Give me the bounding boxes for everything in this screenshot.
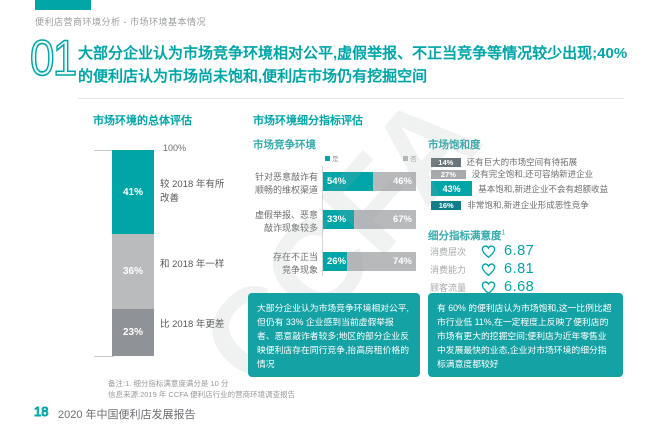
report-footer-title: 2020 年中国便利店发展报告 <box>58 409 196 421</box>
competition-axis-line <box>322 166 323 276</box>
satisfaction-score: 6.87 <box>504 243 535 259</box>
page-number: 18 <box>33 404 49 419</box>
competition-row-label: 存在不正当竞争现象 <box>272 252 318 276</box>
heart-icon <box>481 244 496 258</box>
legend-yes-label: 是 <box>332 156 339 163</box>
legend-no-label: 否 <box>410 156 417 163</box>
saturation-subtitle: 市场饱和度 <box>428 139 481 151</box>
competition-row-label: 虚假举报、恶意敲诈现象较多 <box>254 210 318 234</box>
bar-no: 67% <box>353 210 416 229</box>
segment-label-worse: 比 2018 年更差 <box>160 319 225 330</box>
satisfaction-score: 6.81 <box>504 261 535 277</box>
footnote-remark: 备注:1. 细分指标满意度满分是 10 分 <box>108 379 229 388</box>
page-title: 大部分企业认为市场竞争环境相对公平,虚假举报、不正当竞争等情况较少出现;40% … <box>78 45 628 86</box>
bar-yes: 26% <box>323 252 348 271</box>
bar-yes: 54% <box>323 172 374 191</box>
section-number: 01 <box>29 30 78 86</box>
satisfaction-title-text: 细分指标满意度 <box>428 230 502 242</box>
satisfaction-footnote-mark: 1 <box>501 229 506 237</box>
bar-segment-improved: 41% <box>112 150 154 235</box>
breadcrumb: 便利店营商环境分析 - 市场环境基本情况 <box>35 17 206 27</box>
heart-icon <box>481 280 496 294</box>
bar-yes: 33% <box>323 210 354 229</box>
satisfaction-row: 消费层次 6.87 <box>430 243 534 259</box>
bar-no: 74% <box>347 252 416 271</box>
saturation-row-label: 还有巨大的市场空间有待拓展 <box>466 157 578 167</box>
competition-subtitle: 市场竞争环境 <box>253 139 316 151</box>
satisfaction-label: 顾客流量 <box>430 282 467 293</box>
bar-segment-worse: 23% <box>112 308 154 356</box>
saturation-bar: 16% <box>431 200 462 210</box>
satisfaction-score: 6.68 <box>504 279 535 295</box>
saturation-bar: 43% <box>431 181 473 196</box>
competition-bar-row: 54% 46% <box>323 172 416 191</box>
callout-saturation-summary: 有 60% 的便利店认为市场饱和,这一比例比超市行业低 11%,在一定程度上反映… <box>428 293 623 377</box>
overall-chart-title: 市场环境的总体评估 <box>93 115 192 127</box>
saturation-row: 43% 基本饱和,新进企业不会有超额收益 <box>431 181 608 196</box>
competition-bar-row: 33% 67% <box>323 210 416 229</box>
bar-no: 46% <box>373 172 416 191</box>
legend-no: 否 <box>403 153 417 163</box>
satisfaction-label: 消费层次 <box>430 246 467 257</box>
heart-icon <box>481 262 496 276</box>
saturation-row: 16% 非常饱和,新进企业形成恶性竞争 <box>431 199 589 211</box>
header-divider <box>78 98 624 99</box>
callout-competition-summary: 大部分企业认为市场竞争环境相对公平,但仍有 33% 企业感到当前虚假举报者、恶意… <box>248 293 420 377</box>
legend-yes-swatch <box>325 155 330 161</box>
satisfaction-row: 消费能力 6.81 <box>430 261 534 277</box>
bar-segment-same: 36% <box>112 234 154 309</box>
segment-label-improved: 较 2018 年有所改善 <box>160 179 225 205</box>
legend-no-swatch <box>403 155 408 161</box>
saturation-row-label: 基本饱和,新进企业不会有超额收益 <box>478 183 609 194</box>
saturation-row-label: 非常饱和,新进企业形成恶性竞争 <box>467 200 589 210</box>
segment-label-same: 和 2018 年一样 <box>160 259 225 270</box>
axis-max-label: 100% <box>163 143 187 153</box>
satisfaction-title: 细分指标满意度1 <box>428 228 505 243</box>
axis-tick <box>94 150 114 151</box>
saturation-row: 14% 还有巨大的市场空间有待拓展 <box>431 156 577 168</box>
detail-section-title: 市场环境细分指标评估 <box>253 115 363 127</box>
axis-tick <box>94 356 114 357</box>
satisfaction-row: 顾客流量 6.68 <box>430 279 534 295</box>
competition-row-label: 针对恶意敲诈有顺畅的维权渠道 <box>254 172 318 196</box>
saturation-bar: 14% <box>431 157 461 167</box>
competition-bar-row: 26% 74% <box>323 252 416 271</box>
legend-yes: 是 <box>325 153 339 163</box>
saturation-bar: 27% <box>431 169 466 179</box>
accent-bar <box>35 0 91 10</box>
saturation-row: 27% 没有完全饱和,还可容纳新进企业 <box>431 168 593 180</box>
satisfaction-label: 消费能力 <box>430 264 467 275</box>
overall-stacked-bar: 41% 36% 23% <box>112 150 154 356</box>
footnote-source: 信息来源:2019 年 CCFA 便利店行业的营商环境调查报告 <box>108 390 296 399</box>
saturation-row-label: 没有完全饱和,还可容纳新进企业 <box>471 169 594 179</box>
